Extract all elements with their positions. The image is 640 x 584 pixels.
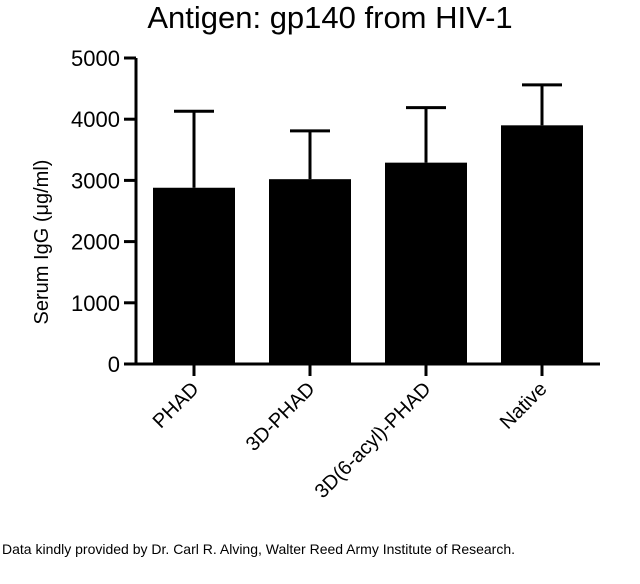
y-tick-label: 2000 — [71, 230, 120, 255]
x-tick-label: PHAD — [149, 378, 204, 433]
x-tick-label: 3D-PHAD — [242, 378, 320, 456]
y-tick-label: 4000 — [71, 107, 120, 132]
y-tick-label: 0 — [108, 352, 120, 377]
y-tick-label: 1000 — [71, 291, 120, 316]
bar-chart: Antigen: gp140 from HIV-1 Serum IgG (μg/… — [31, 0, 600, 503]
data-credit: Data kindly provided by Dr. Carl R. Alvi… — [2, 541, 516, 557]
x-tick-label: 3D(6-acyl)-PHAD — [311, 378, 436, 503]
bar — [269, 179, 351, 364]
plot-area: 0 1000 2000 3000 4000 5000 PHAD 3D-PHAD3D(6-acy… — [71, 46, 600, 503]
y-tick-label: 5000 — [71, 46, 120, 71]
bar — [153, 187, 235, 364]
x-tick-label: Native — [496, 378, 552, 434]
bar — [501, 125, 583, 364]
y-tick-label: 3000 — [71, 168, 120, 193]
bar — [385, 162, 467, 364]
chart-title: Antigen: gp140 from HIV-1 — [147, 0, 512, 35]
y-axis-label: Serum IgG (μg/ml) — [31, 160, 53, 325]
